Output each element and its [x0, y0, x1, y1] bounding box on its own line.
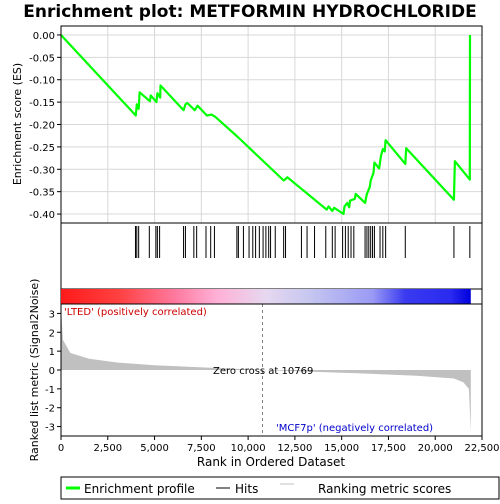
- es-y-tick-label: -0.10: [29, 76, 55, 87]
- es-y-axis-label: Enrichment score (ES): [11, 63, 24, 185]
- es-y-tick-label: 0.00: [33, 31, 55, 42]
- positive-correlation-label: 'LTED' (positively correlated): [64, 307, 207, 318]
- enrichment-profile-line: [61, 34, 472, 216]
- es-y-tick-label: -0.25: [29, 143, 55, 154]
- x-tick-label: 2,500: [93, 443, 122, 454]
- metric-y-tick-label: 2: [49, 328, 55, 339]
- hit-markers: [134, 226, 471, 258]
- es-y-tick-label: -0.30: [29, 165, 55, 176]
- es-y-tick-label: -0.05: [29, 53, 55, 64]
- x-axis-label: Rank in Ordered Dataset: [197, 455, 345, 469]
- x-tick-label: 5,000: [140, 443, 169, 454]
- es-y-tick-label: -0.35: [29, 188, 55, 199]
- metric-y-tick-label: -2: [45, 404, 55, 415]
- x-tick-label: 7,500: [187, 443, 216, 454]
- legend-box: [60, 476, 500, 500]
- metric-y-tick-label: -3: [45, 423, 55, 434]
- es-y-tick-label: -0.15: [29, 98, 55, 109]
- rank-gradient-bar: [61, 289, 471, 304]
- negative-correlation-label: 'MCF7p' (negatively correlated): [276, 423, 433, 434]
- es-y-tick-label: -0.20: [29, 121, 55, 132]
- metric-panel-frame: [60, 303, 483, 437]
- hits-panel: [60, 222, 483, 290]
- ranking-metric-area: [61, 307, 471, 433]
- zero-cross-label: Zero cross at 10769: [213, 366, 313, 377]
- x-tick-label: 10,000: [231, 443, 266, 454]
- metric-y-tick-label: 1: [49, 347, 55, 358]
- metric-y-axis-label: Ranked list metric (Signal2Noise): [28, 279, 41, 462]
- x-tick-label: 22,500: [465, 443, 500, 454]
- x-tick-label: 0: [58, 443, 64, 454]
- x-axis-ticks: 0 2,500 5,000 7,500 10,000 12,500 15,000 17,500…: [58, 436, 500, 454]
- legend-label-ranking-metric: Ranking metric scores: [318, 482, 451, 496]
- x-tick-label: 12,500: [277, 443, 312, 454]
- legend-label-enrichment-profile: Enrichment profile: [84, 482, 195, 496]
- metric-y-tick-label: -1: [45, 385, 55, 396]
- x-tick-label: 15,000: [324, 443, 359, 454]
- legend-label-hits: Hits: [235, 482, 258, 496]
- x-tick-label: 20,000: [418, 443, 453, 454]
- x-tick-label: 17,500: [371, 443, 406, 454]
- es-y-axis-ticks: 0.00 -0.05 -0.10 -0.15 -0.20 -0.25 -0.30 -0.35 -…: [29, 31, 61, 221]
- es-y-tick-label: -0.40: [29, 210, 55, 221]
- metric-y-tick-label: 3: [49, 309, 55, 320]
- metric-y-tick-label: 0: [49, 366, 55, 377]
- chart-title: Enrichment plot: METFORMIN HYDROCHLORIDE: [23, 2, 476, 22]
- metric-y-axis-ticks: 3 2 1 0 -1 -2 -3: [45, 309, 61, 434]
